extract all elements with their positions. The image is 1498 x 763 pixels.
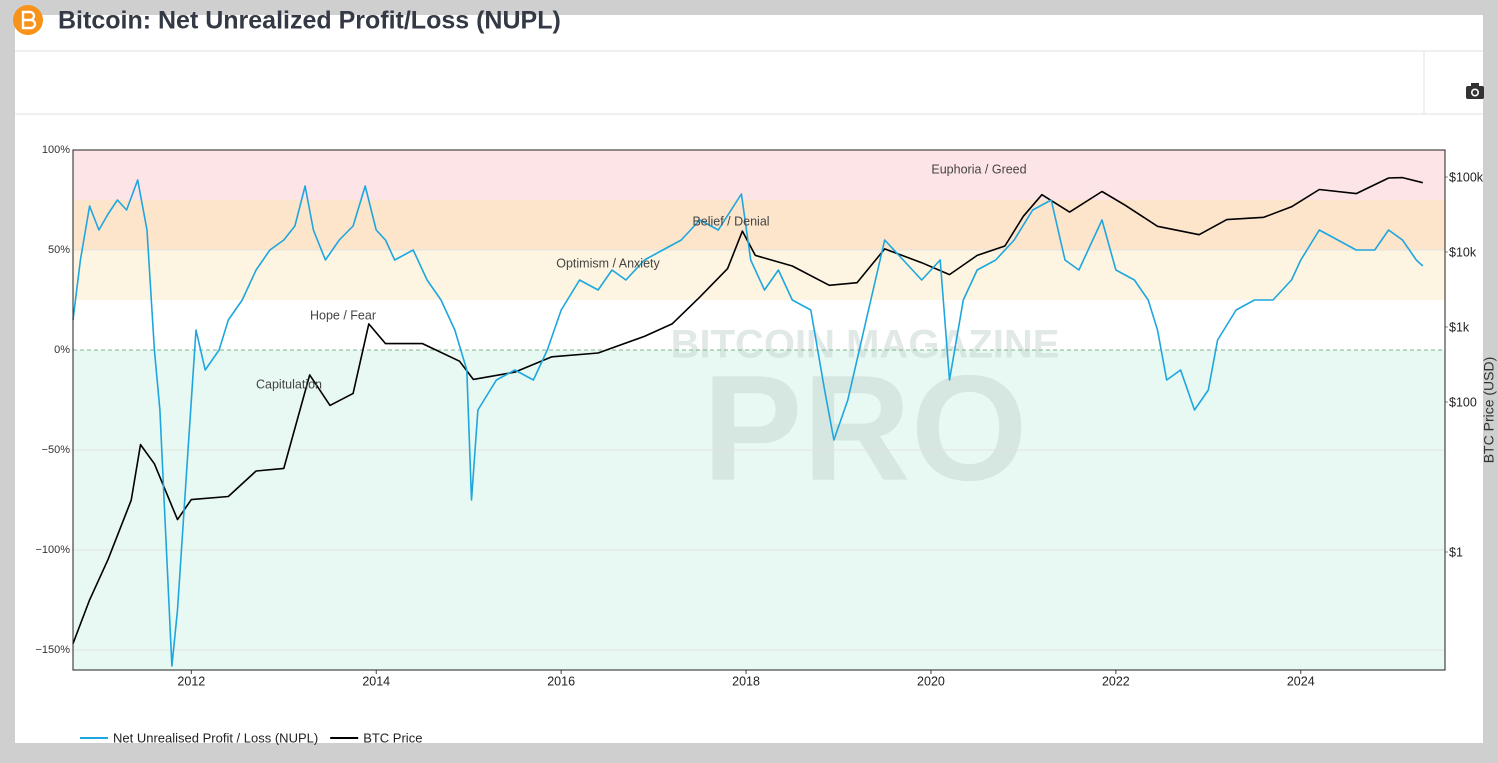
zone-band [73, 300, 1445, 350]
y2-tick-label: $1k [1449, 320, 1470, 334]
x-tick-label: 2016 [547, 674, 575, 688]
x-tick-label: 2014 [362, 674, 390, 688]
series-line [72, 176, 1423, 644]
y-tick-label: −150% [35, 644, 70, 656]
y-tick-label: 100% [42, 144, 70, 156]
y2-tick-label: $100k [1449, 170, 1484, 184]
plot-frame [72, 149, 1446, 671]
zone-label: Optimism / Anxiety [556, 256, 660, 270]
x-tick-label: 2020 [917, 674, 945, 688]
legend-label: Net Unrealised Profit / Loss (NUPL) [113, 730, 318, 745]
y-tick-label: 0% [54, 344, 70, 356]
y2-tick-label: $1 [1449, 545, 1463, 559]
x-tick-label: 2018 [732, 674, 760, 688]
y-tick-label: −100% [35, 544, 70, 556]
bitcoin-icon [13, 5, 43, 35]
camera-button[interactable] [1466, 83, 1484, 99]
x-tick-label: 2024 [1287, 674, 1315, 688]
x-tick-label: 2012 [177, 674, 205, 688]
zone-label: Belief / Denial [692, 214, 769, 228]
zone-label: Capitulation [256, 377, 322, 391]
y2-tick-label: $10k [1449, 245, 1477, 259]
y-tick-label: 50% [48, 244, 70, 256]
zone-band [73, 150, 1445, 200]
y-tick-label: −50% [42, 444, 71, 456]
zone-label: Hope / Fear [310, 308, 376, 322]
zone-band [73, 250, 1445, 300]
watermark: BITCOIN MAGAZINE [671, 323, 1060, 367]
zone-label: Euphoria / Greed [931, 162, 1026, 176]
page-title: Bitcoin: Net Unrealized Profit/Loss (NUP… [58, 7, 561, 35]
x-tick-label: 2022 [1102, 674, 1130, 688]
series-line [72, 179, 1424, 667]
top-strip [0, 0, 1498, 15]
y2-tick-label: $100 [1449, 395, 1477, 409]
y2-axis-title: BTC Price (USD) [1481, 357, 1497, 464]
watermark: PRO [702, 344, 1027, 512]
legend-label: BTC Price [363, 730, 422, 745]
